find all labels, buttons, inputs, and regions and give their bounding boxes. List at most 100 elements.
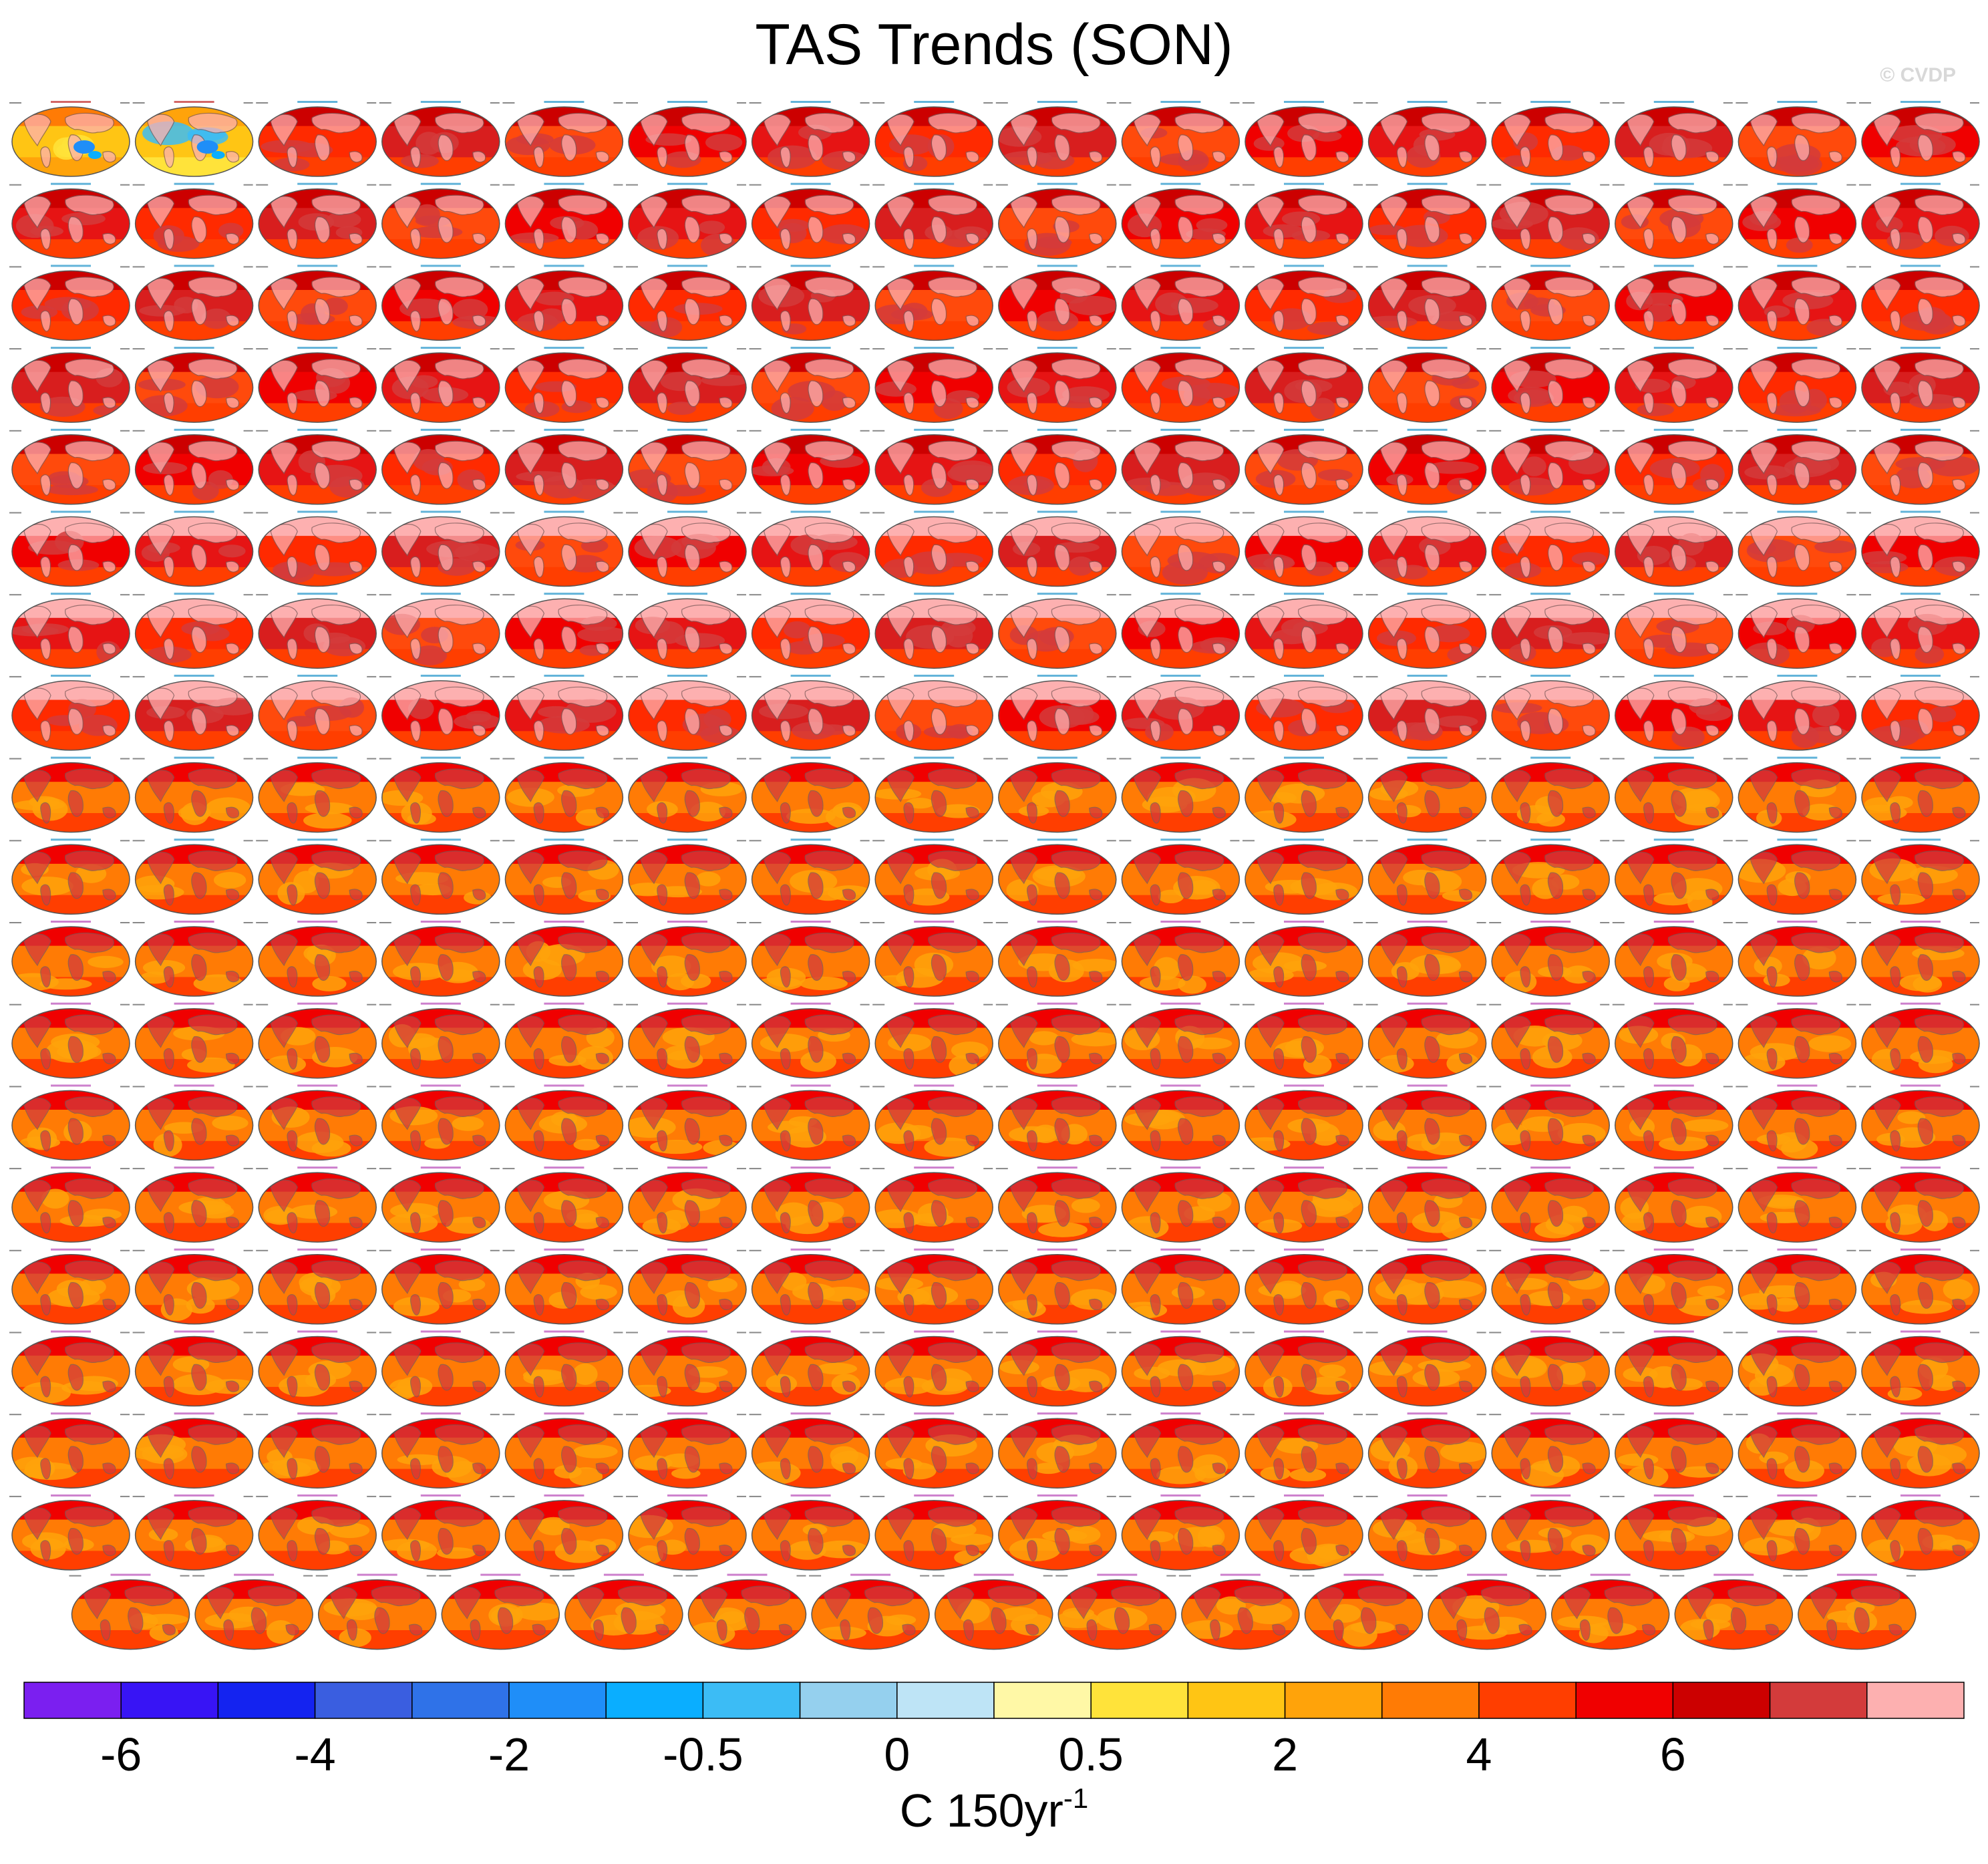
panel-title-mark — [174, 510, 214, 513]
panel-title-mark — [544, 1084, 585, 1087]
panel-title-mark — [174, 1167, 214, 1169]
panel-title-mark — [1407, 265, 1448, 267]
panel-title-mark — [51, 1248, 91, 1251]
trend-map-panel — [1612, 182, 1733, 259]
panel-title-mark — [667, 593, 707, 595]
trend-map-panel — [69, 1573, 190, 1650]
trend-map-panel — [1612, 593, 1733, 669]
panel-title-mark — [174, 182, 214, 185]
panel-title-mark — [790, 838, 831, 841]
panel-title-mark — [1530, 1412, 1571, 1415]
panel-title-mark — [1160, 182, 1201, 185]
panel-title-mark — [174, 1084, 214, 1087]
panel-title-mark — [1407, 1494, 1448, 1497]
panel-title-mark — [420, 347, 461, 349]
panel-title-mark — [1407, 1330, 1448, 1333]
trend-map-panel — [1612, 265, 1733, 341]
panel-title-mark — [1037, 1084, 1078, 1087]
panel-title-mark — [790, 756, 831, 759]
trend-map-panel — [626, 1330, 747, 1407]
trend-map-panel — [132, 674, 254, 751]
trend-map-panel — [1735, 674, 1857, 751]
trend-map-panel — [626, 921, 747, 997]
trend-map-panel — [1489, 265, 1610, 341]
trend-map-panel — [872, 1084, 993, 1161]
trend-map-panel — [1735, 1084, 1857, 1161]
panel-title-mark — [667, 1330, 707, 1333]
trend-map-panel — [1489, 1494, 1610, 1571]
trend-map-panel — [749, 921, 870, 997]
panel-title-mark — [1097, 1573, 1138, 1576]
trend-map-panel — [132, 510, 254, 587]
panel-title-mark — [1037, 101, 1078, 103]
trend-map-panel — [626, 593, 747, 669]
trend-map-panel — [1119, 593, 1240, 669]
trend-map-panel — [1365, 593, 1487, 669]
trend-map-panel — [1055, 1573, 1177, 1650]
panel-title-mark — [1407, 921, 1448, 923]
trend-map-panel — [749, 1084, 870, 1161]
trend-map-panel — [1365, 838, 1487, 915]
panel-title-mark — [420, 1084, 461, 1087]
panel-title-mark — [790, 265, 831, 267]
trend-map-panel — [9, 1002, 130, 1079]
panel-title-mark — [1037, 593, 1078, 595]
panel-title-mark — [110, 1573, 151, 1576]
trend-map-panel — [1612, 1002, 1733, 1079]
panel-title-mark — [1530, 428, 1571, 431]
panel-title-mark — [420, 756, 461, 759]
trend-map-panel — [749, 182, 870, 259]
trend-map-panel — [1612, 1330, 1733, 1407]
trend-map-panel — [1735, 101, 1857, 177]
panel-title-mark — [667, 756, 707, 759]
panel-title-mark — [914, 1002, 955, 1005]
trend-map-panel — [379, 838, 500, 915]
trend-map-panel — [256, 1002, 377, 1079]
panel-title-mark — [420, 510, 461, 513]
trend-map-panel — [132, 428, 254, 505]
trend-map-panel — [379, 1248, 500, 1325]
panel-title-mark — [1407, 674, 1448, 677]
panel-title-mark — [544, 1167, 585, 1169]
trend-map-panel — [1302, 1573, 1424, 1650]
panel-title-mark — [790, 1167, 831, 1169]
trend-map-panel — [379, 1167, 500, 1243]
trend-map-panel — [1242, 510, 1363, 587]
trend-map-panel — [379, 265, 500, 341]
panel-title-mark — [667, 1248, 707, 1251]
panel-title-mark — [1037, 1412, 1078, 1415]
trend-map-panel — [1489, 101, 1610, 177]
panel-title-mark — [1160, 265, 1201, 267]
trend-map-panel — [379, 347, 500, 423]
trend-map-panel — [626, 265, 747, 341]
panel-title-mark — [914, 921, 955, 923]
panel-title-mark — [790, 1494, 831, 1497]
trend-map-panel — [256, 921, 377, 997]
panel-title-mark — [1777, 428, 1818, 431]
panel-title-mark — [1900, 674, 1941, 677]
trend-map-panel — [9, 182, 130, 259]
panel-title-mark — [297, 1002, 338, 1005]
panel-title-mark — [914, 1494, 955, 1497]
panel-title-mark — [1284, 347, 1324, 349]
trend-map-panel — [1365, 347, 1487, 423]
panel-title-mark — [51, 101, 91, 103]
panel-title-mark — [420, 838, 461, 841]
panel-title-mark — [1160, 756, 1201, 759]
panel-title-mark — [1284, 428, 1324, 431]
trend-map-panel — [995, 510, 1117, 587]
trend-map-panel — [1365, 1167, 1487, 1243]
trend-map-panel — [1242, 347, 1363, 423]
panel-title-mark — [667, 182, 707, 185]
panel-title-mark — [1284, 1248, 1324, 1251]
trend-map-panel — [749, 1494, 870, 1571]
panel-title-mark — [973, 1573, 1014, 1576]
panel-title-mark — [1530, 347, 1571, 349]
trend-map-panel — [379, 1494, 500, 1571]
panel-title-mark — [174, 1330, 214, 1333]
panel-title-mark — [1407, 838, 1448, 841]
trend-map-panel — [256, 265, 377, 341]
panel-title-mark — [1284, 101, 1324, 103]
panel-title-mark — [1777, 510, 1818, 513]
panel-title-mark — [1653, 921, 1694, 923]
